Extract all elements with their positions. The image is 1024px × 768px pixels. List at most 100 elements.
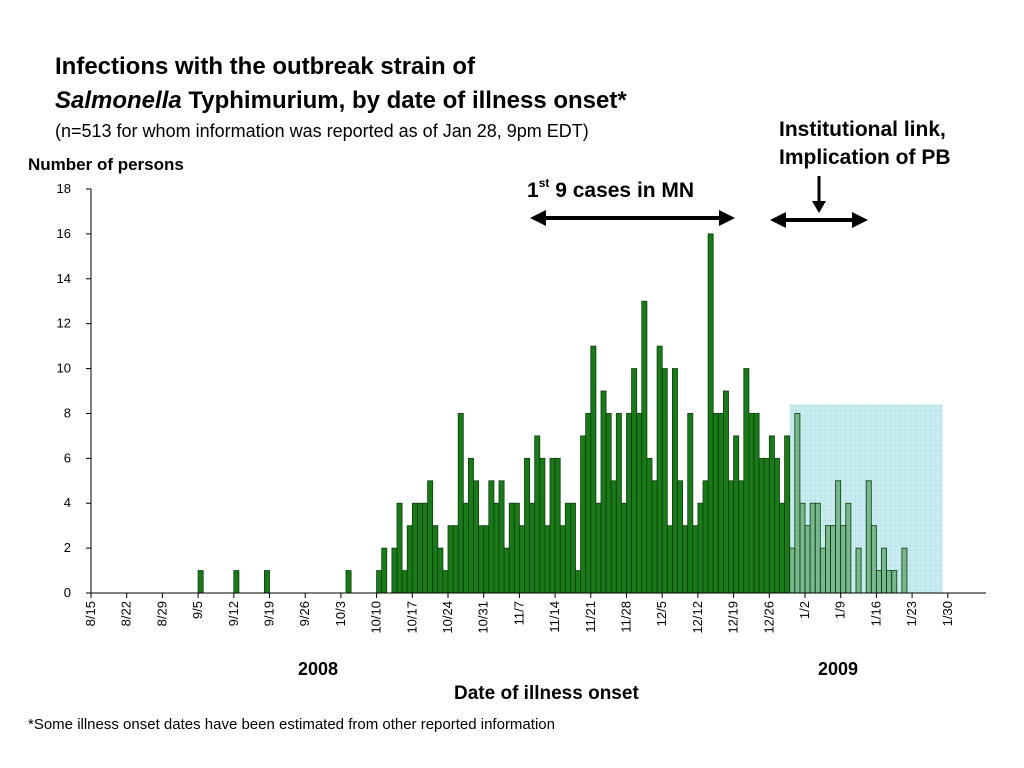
x-tick-label-13: 11/14	[547, 601, 562, 633]
bar-day-76	[478, 525, 485, 594]
x-tick-label-18: 12/19	[726, 601, 741, 634]
institutional-arrow-head-left	[770, 212, 786, 228]
title-rest: Typhimurium, by date of illness onset*	[181, 87, 627, 114]
bar-day-57	[381, 547, 388, 594]
y-tick-label-10: 10	[57, 361, 71, 376]
bar-day-118	[692, 525, 699, 594]
bar-day-68	[437, 547, 444, 594]
bar-day-130	[753, 413, 760, 594]
bar-day-138	[794, 413, 801, 594]
bar-day-69	[442, 570, 449, 594]
bar-day-111	[656, 345, 663, 594]
bar-day-113	[666, 525, 673, 594]
bar-day-124	[723, 390, 729, 594]
bar-day-99	[595, 502, 602, 594]
bar-day-59	[391, 547, 398, 594]
x-tick-label-12: 11/7	[511, 601, 526, 625]
bar-day-137	[789, 547, 796, 594]
bar-day-98	[590, 345, 597, 594]
bar-day-103	[615, 413, 622, 594]
bar-day-147	[840, 525, 847, 594]
bar-day-139	[799, 502, 806, 594]
bar-day-67	[432, 525, 439, 594]
bar-day-66	[427, 480, 434, 594]
bar-day-104	[621, 502, 627, 594]
bar-day-105	[626, 413, 632, 594]
bar-day-154	[876, 570, 882, 594]
bar-day-115	[677, 480, 683, 594]
bar-day-75	[473, 480, 479, 594]
y-tick-label-2: 2	[64, 540, 71, 555]
year-label-2008: 2008	[298, 659, 339, 679]
y-tick-label-12: 12	[57, 316, 71, 331]
bar-day-119	[697, 502, 704, 594]
bar-day-117	[687, 413, 694, 594]
x-tick-label-4: 9/12	[226, 601, 241, 626]
bar-day-146	[835, 480, 842, 594]
x-tick-label-22: 1/16	[868, 601, 883, 626]
bar-day-78	[488, 480, 495, 594]
x-tick-label-24: 1/30	[940, 601, 955, 626]
bar-day-65	[422, 502, 428, 594]
x-tick-label-0: 8/15	[83, 601, 98, 626]
x-tick-label-8: 10/10	[369, 601, 384, 634]
bar-day-135	[779, 502, 785, 594]
bar-day-101	[605, 413, 612, 594]
annotation-implication-pb: Implication of PB	[779, 146, 951, 169]
bar-day-95	[575, 570, 581, 594]
bar-day-159	[901, 547, 908, 594]
bar-day-114	[672, 368, 678, 594]
bar-day-116	[682, 525, 689, 594]
institutional-down-arrow-head	[812, 201, 826, 213]
x-tick-label-15: 11/28	[619, 601, 634, 633]
bar-day-74	[467, 457, 474, 594]
y-axis-label: Number of persons	[28, 155, 184, 174]
bar-day-81	[503, 547, 510, 594]
bar-day-91	[554, 457, 561, 594]
bar-day-144	[825, 525, 831, 594]
y-tick-label-0: 0	[64, 585, 71, 600]
bar-day-142	[814, 502, 821, 594]
x-tick-label-3: 9/5	[190, 601, 205, 619]
bar-day-70	[447, 525, 454, 594]
x-tick-label-9: 10/17	[404, 601, 419, 634]
annotation-mn-sup: st	[538, 176, 550, 190]
bar-day-97	[585, 413, 592, 594]
bar-day-82	[508, 502, 515, 594]
annotation-institutional-link: Institutional link,	[779, 118, 946, 141]
bar-day-108	[641, 300, 648, 594]
bar-day-72	[457, 413, 464, 594]
x-tick-label-10: 10/24	[440, 601, 455, 634]
y-tick-label-6: 6	[64, 450, 71, 465]
bar-day-110	[651, 480, 658, 594]
bar-day-34	[263, 570, 270, 594]
y-tick-label-4: 4	[64, 495, 71, 510]
bar-day-79	[493, 502, 500, 594]
x-tick-label-23: 1/23	[904, 601, 919, 626]
x-tick-label-5: 9/19	[262, 601, 277, 626]
bar-day-157	[891, 570, 898, 594]
bar-day-134	[774, 457, 780, 594]
x-tick-label-1: 8/22	[119, 601, 134, 626]
bar-day-129	[748, 413, 755, 594]
bar-day-100	[600, 390, 607, 594]
bar-day-87	[534, 435, 541, 594]
bar-day-60	[396, 502, 403, 594]
bar-day-80	[498, 480, 505, 594]
bar-day-50	[345, 570, 352, 594]
bar-day-88	[539, 457, 546, 594]
bar-day-77	[483, 525, 490, 594]
bar-day-102	[610, 480, 617, 594]
title-organism: Salmonella	[55, 87, 182, 114]
x-tick-label-6: 9/26	[297, 601, 312, 626]
bar-day-132	[763, 457, 770, 594]
y-tick-label-16: 16	[57, 226, 71, 241]
bar-day-92	[559, 525, 566, 594]
mn-cases-arrow-head-right	[719, 210, 735, 226]
year-label-2009: 2009	[818, 659, 859, 679]
bar-day-155	[881, 547, 887, 594]
bar-day-123	[717, 413, 724, 594]
bar-day-140	[804, 525, 811, 594]
bar-day-107	[636, 413, 643, 594]
x-tick-label-16: 12/5	[654, 601, 669, 626]
